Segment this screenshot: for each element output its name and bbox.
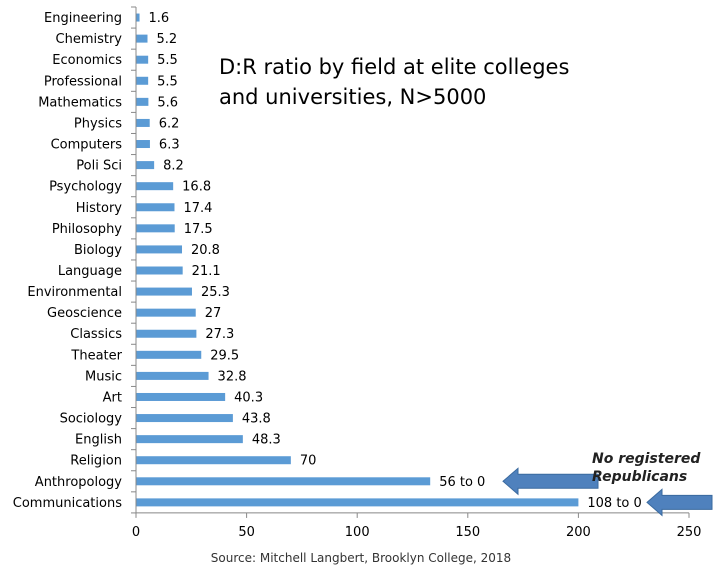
value-label-chemistry: 5.2 [157, 32, 178, 47]
bar-philosophy [136, 224, 175, 233]
bar-sociology [136, 414, 233, 423]
bar-professional [136, 76, 149, 85]
left-arrow-icon [502, 467, 599, 496]
bar-chemistry [136, 34, 148, 43]
source-note: Source: Mitchell Langbert, Brooklyn Coll… [210, 551, 512, 565]
category-label-classics: Classics [70, 327, 122, 342]
bar-theater [136, 350, 202, 359]
category-label-anthropology: Anthropology [35, 475, 123, 490]
value-label-sociology: 43.8 [242, 412, 271, 427]
x-tick-label-100: 100 [345, 525, 370, 540]
category-label-mathematics: Mathematics [38, 95, 122, 110]
value-label-geoscience: 27 [205, 306, 222, 321]
value-label-english: 48.3 [252, 433, 281, 448]
value-label-philosophy: 17.5 [184, 222, 213, 237]
bar-anthropology [136, 477, 431, 486]
x-tick-label-200: 200 [566, 525, 591, 540]
value-label-environmental: 25.3 [201, 285, 230, 300]
chart-title: D:R ratio by field at elite colleges and… [219, 52, 569, 112]
x-tick-label-250: 250 [677, 525, 702, 540]
bar-classics [136, 329, 197, 338]
chart-title-line-2: and universities, N>5000 [219, 85, 487, 109]
category-label-communications: Communications [13, 496, 122, 511]
value-label-computers: 6.3 [159, 138, 180, 153]
value-label-classics: 27.3 [205, 327, 234, 342]
category-label-engineering: Engineering [44, 11, 122, 26]
bar-engineering [136, 13, 140, 22]
category-label-sociology: Sociology [60, 412, 123, 427]
bar-biology [136, 245, 183, 254]
bar-computers [136, 140, 150, 149]
category-label-psychology: Psychology [49, 180, 122, 195]
bar-religion [136, 456, 291, 465]
bar-communications [136, 498, 579, 507]
category-label-computers: Computers [51, 138, 123, 153]
category-label-english: English [75, 433, 122, 448]
no-republicans-annotation: No registered Republicans [592, 450, 700, 486]
bar-language [136, 266, 183, 275]
bar-art [136, 392, 226, 401]
category-label-theater: Theater [70, 348, 122, 363]
value-label-anthropology: 56 to 0 [439, 475, 485, 490]
value-label-language: 21.1 [192, 264, 221, 279]
value-label-psychology: 16.8 [182, 180, 211, 195]
value-label-music: 32.8 [218, 369, 247, 384]
bar-history [136, 203, 175, 212]
x-tick-label-50: 50 [238, 525, 255, 540]
category-label-art: Art [103, 390, 122, 405]
bar-music [136, 371, 209, 380]
category-label-philosophy: Philosophy [52, 222, 122, 237]
category-label-poli-sci: Poli Sci [76, 159, 122, 174]
bar-geoscience [136, 308, 196, 317]
bar-physics [136, 118, 150, 127]
value-label-biology: 20.8 [191, 243, 220, 258]
bar-mathematics [136, 97, 149, 106]
category-label-environmental: Environmental [27, 285, 122, 300]
category-label-chemistry: Chemistry [56, 32, 123, 47]
annotation-line-1: No registered [592, 451, 701, 467]
value-label-theater: 29.5 [210, 348, 239, 363]
category-label-music: Music [85, 369, 122, 384]
x-tick-label-0: 0 [132, 525, 140, 540]
annotation-line-2: Republicans [592, 469, 688, 485]
bar-economics [136, 55, 149, 64]
category-label-biology: Biology [74, 243, 122, 258]
value-label-physics: 6.2 [159, 116, 180, 131]
value-label-religion: 70 [300, 454, 317, 469]
category-label-physics: Physics [74, 116, 122, 131]
value-label-engineering: 1.6 [149, 11, 170, 26]
x-tick-label-150: 150 [455, 525, 480, 540]
bar-psychology [136, 182, 174, 191]
value-label-art: 40.3 [234, 390, 263, 405]
value-label-mathematics: 5.6 [157, 95, 178, 110]
value-label-poli-sci: 8.2 [163, 159, 184, 174]
category-label-language: Language [58, 264, 122, 279]
category-label-geoscience: Geoscience [47, 306, 122, 321]
bar-environmental [136, 287, 192, 296]
category-label-history: History [76, 201, 123, 216]
category-label-professional: Professional [44, 74, 122, 89]
chart-title-line-1: D:R ratio by field at elite colleges [219, 55, 570, 79]
category-label-religion: Religion [70, 454, 122, 469]
value-label-communications: 108 to 0 [587, 496, 641, 511]
left-arrow-icon [646, 488, 713, 517]
value-label-professional: 5.5 [157, 74, 178, 89]
bar-poli-sci [136, 161, 155, 170]
bar-english [136, 435, 243, 444]
category-label-economics: Economics [52, 53, 122, 68]
value-label-history: 17.4 [183, 201, 212, 216]
value-label-economics: 5.5 [157, 53, 178, 68]
